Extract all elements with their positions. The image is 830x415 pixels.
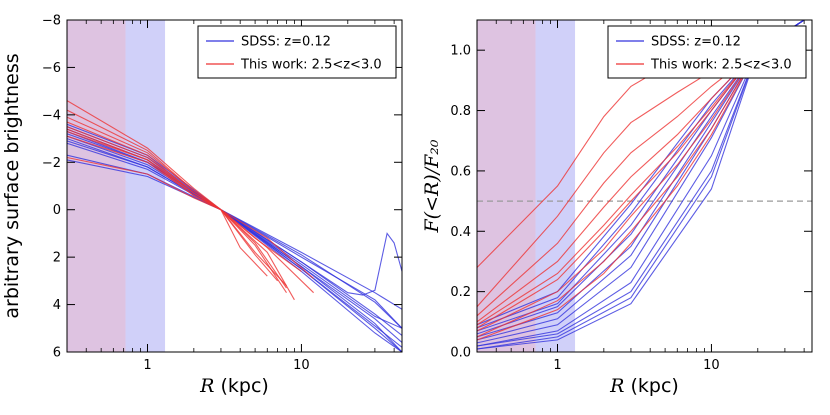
legend-label: SDSS: z=0.12 [241, 35, 331, 50]
y-tick-label: 0 [53, 203, 61, 218]
y-tick-label: 0.6 [450, 164, 471, 179]
plot-area [67, 20, 402, 352]
y-tick-label: 0.2 [450, 285, 471, 300]
y-tick-label: 4 [53, 298, 61, 313]
legend: SDSS: z=0.12 This work: 2.5<z<3.0 [197, 25, 397, 79]
y-tick-label: 1.0 [450, 44, 471, 59]
legend-box [197, 25, 397, 79]
legend: SDSS: z=0.12 This work: 2.5<z<3.0 [607, 25, 807, 79]
y-tick-label: −2 [42, 156, 61, 171]
this-work-line-19 [67, 156, 314, 279]
x-tick-label: 1 [553, 358, 561, 373]
legend-label: This work: 2.5<z<3.0 [650, 58, 792, 73]
sdss-line-6 [67, 140, 402, 329]
this-work-line-11 [67, 100, 287, 286]
sdss-line-7 [67, 142, 402, 329]
red-band [67, 20, 126, 352]
y-tick-label: 0.4 [450, 225, 471, 240]
x-axis-label-unit: (kpc) [624, 375, 678, 397]
left-panel: 1 10 −8 −6 −4 −2 0 2 4 6 R (kpc) arbitrary surface … [1, 14, 403, 397]
sdss-line-8 [67, 126, 402, 296]
y-axis-label: arbitrary surface brightness [1, 53, 23, 318]
x-axis-label-unit: (kpc) [214, 375, 268, 397]
legend-label: SDSS: z=0.12 [651, 35, 741, 50]
x-tick-label: 1 [143, 358, 151, 373]
y-tick-label: −6 [42, 61, 61, 76]
y-tick-label: 6 [53, 346, 61, 361]
right-panel: 1 10 0.0 0.2 0.4 0.6 0.8 1.0 R (kpc) F(<R)/F₂₀ SDS… [421, 19, 813, 397]
legend-label: This work: 2.5<z<3.0 [240, 58, 382, 73]
plot-frame [476, 19, 813, 353]
x-axis-label: R (kpc) [609, 375, 679, 397]
this-work-line-13 [67, 116, 295, 301]
plot-frame [66, 19, 403, 353]
y-tick-label: 0.8 [450, 104, 471, 119]
plot-area [477, 20, 812, 352]
legend-box [607, 25, 807, 79]
y-tick-label: −4 [42, 108, 61, 123]
y-tick-label: −8 [42, 14, 61, 29]
x-tick-label: 10 [293, 358, 310, 373]
sdss-line-4 [67, 135, 402, 348]
this-work-line-18 [67, 135, 287, 289]
x-axis-label-variable: R [199, 375, 214, 397]
red-band [477, 20, 536, 352]
y-axis-label: F(<R)/F₂₀ [421, 139, 443, 233]
y-tick-label: 2 [53, 251, 61, 266]
y-tick-label: 0.0 [450, 346, 471, 361]
sdss-line-10 [67, 159, 402, 310]
x-axis-label: R (kpc) [199, 375, 269, 397]
x-tick-label: 10 [703, 358, 720, 373]
x-axis-label-variable: R [609, 375, 624, 397]
blue-band [125, 20, 166, 352]
